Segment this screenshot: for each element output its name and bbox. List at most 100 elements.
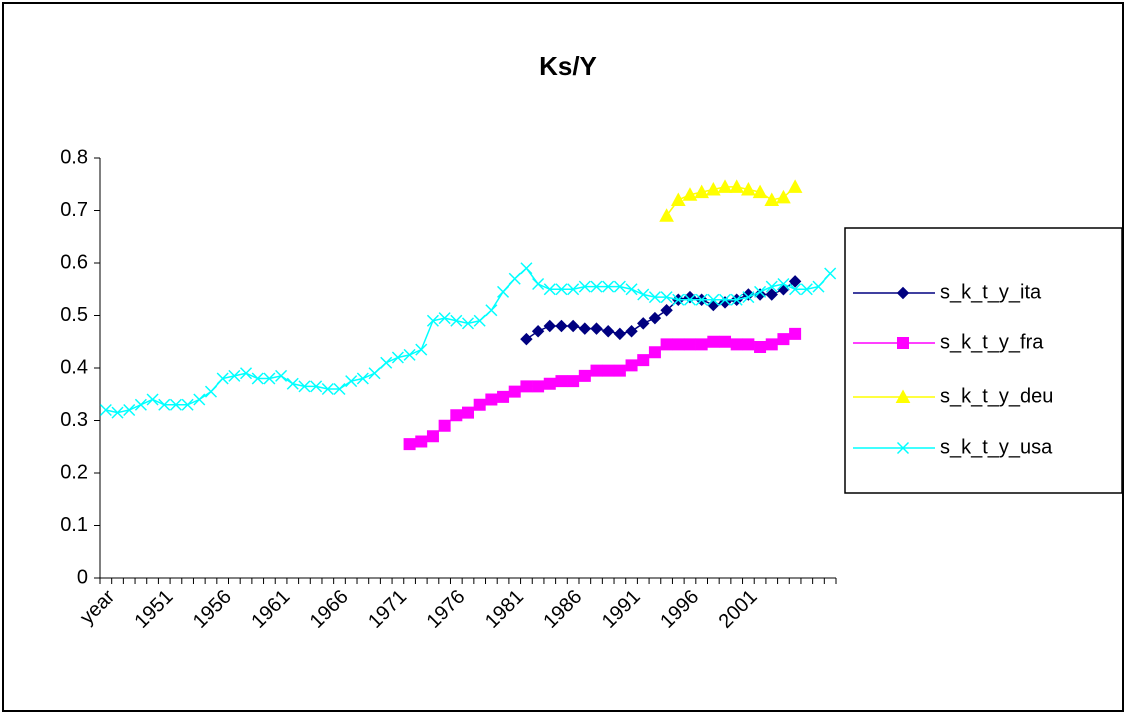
point xyxy=(532,380,545,393)
point xyxy=(240,367,253,380)
point xyxy=(824,267,837,280)
point xyxy=(403,438,416,451)
point xyxy=(670,192,686,206)
legend-label: s_k_t_y_ita xyxy=(940,281,1042,303)
point xyxy=(99,403,112,417)
point xyxy=(754,285,767,298)
point xyxy=(567,283,580,296)
point xyxy=(742,338,755,351)
point xyxy=(532,277,545,291)
point xyxy=(765,338,778,351)
point xyxy=(298,380,311,393)
point xyxy=(625,283,638,296)
point xyxy=(566,319,580,333)
point xyxy=(310,380,323,393)
y-tick-label: 0.1 xyxy=(60,514,88,536)
point xyxy=(787,179,803,193)
point xyxy=(368,367,381,380)
point xyxy=(228,369,241,382)
y-tick-label: 0.7 xyxy=(60,199,88,221)
point xyxy=(707,335,720,348)
point xyxy=(111,406,124,419)
point xyxy=(380,356,393,369)
point xyxy=(752,184,768,199)
y-tick-label: 0.6 xyxy=(60,251,88,273)
point xyxy=(543,283,556,296)
point xyxy=(648,346,661,359)
point xyxy=(345,375,358,388)
point xyxy=(415,343,428,356)
point xyxy=(426,314,439,327)
point xyxy=(695,293,708,306)
point xyxy=(765,288,778,301)
point xyxy=(450,409,463,422)
point xyxy=(764,192,780,206)
point xyxy=(695,338,708,351)
point xyxy=(356,372,369,385)
point xyxy=(659,208,674,222)
point xyxy=(578,369,591,382)
point xyxy=(717,179,733,193)
point xyxy=(707,293,720,306)
point xyxy=(648,291,661,304)
point xyxy=(730,338,743,351)
point xyxy=(450,314,463,327)
y-tick-label: 0.2 xyxy=(60,461,88,483)
point xyxy=(660,338,673,351)
y-tick-label: 0.3 xyxy=(60,409,88,431)
point xyxy=(391,351,404,364)
point xyxy=(729,179,745,193)
legend-marker xyxy=(896,286,910,300)
point xyxy=(403,348,416,361)
point xyxy=(543,377,556,390)
point xyxy=(461,317,475,330)
point xyxy=(590,364,603,377)
legend-marker xyxy=(895,389,911,403)
point xyxy=(134,398,147,411)
point xyxy=(590,322,603,335)
point xyxy=(531,325,545,338)
point xyxy=(660,304,673,317)
legend-marker xyxy=(896,441,910,455)
point xyxy=(216,372,229,385)
point xyxy=(753,288,767,301)
point xyxy=(812,280,825,293)
point xyxy=(637,288,650,301)
point xyxy=(705,181,721,196)
point xyxy=(613,280,626,293)
point xyxy=(520,262,533,275)
point xyxy=(741,181,756,196)
point xyxy=(765,280,778,293)
point xyxy=(473,398,486,411)
point xyxy=(682,187,698,201)
point xyxy=(683,293,696,306)
point xyxy=(438,312,451,325)
point xyxy=(251,372,264,385)
point xyxy=(321,382,334,396)
point xyxy=(789,327,802,340)
point xyxy=(426,430,439,443)
point xyxy=(602,364,615,377)
point xyxy=(578,280,591,293)
point xyxy=(672,293,685,306)
point xyxy=(275,369,288,382)
point xyxy=(789,283,802,296)
point xyxy=(415,435,428,448)
y-tick-label: 0.4 xyxy=(60,356,88,378)
point xyxy=(181,398,194,411)
point xyxy=(123,403,136,417)
point xyxy=(683,338,696,351)
point xyxy=(146,393,159,406)
y-tick-label: 0 xyxy=(77,566,88,588)
legend-box xyxy=(844,227,1123,494)
point xyxy=(555,283,568,296)
point xyxy=(637,354,650,367)
point xyxy=(590,280,603,293)
point xyxy=(497,390,510,403)
y-tick-label: 0.8 xyxy=(60,146,88,168)
point xyxy=(719,335,732,348)
point xyxy=(520,332,533,346)
point xyxy=(263,372,276,385)
point xyxy=(485,393,498,406)
